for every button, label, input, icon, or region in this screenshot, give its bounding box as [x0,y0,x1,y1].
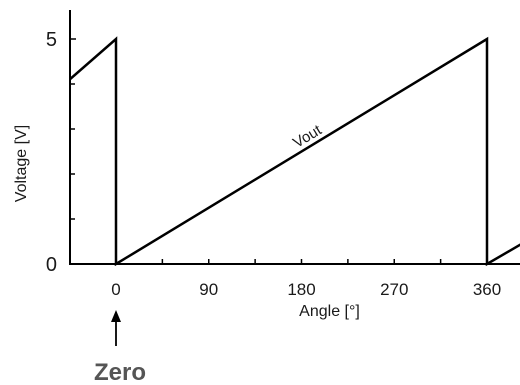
y-tick-label-0: 0 [46,254,57,276]
zero-arrow-head [111,310,121,322]
axes [69,10,520,265]
series-layer [70,36,520,266]
y-axis-title: Voltage [V] [13,125,30,202]
x-tick-label-90: 90 [199,280,218,299]
y-tick-label-5: 5 [46,29,57,51]
x-axis-title: Angle [°] [299,303,360,320]
zero-annotation [111,310,121,346]
x-tick-label-0: 0 [111,280,120,299]
ticks: 0 90 180 270 360 0 5 [46,29,501,299]
x-tick-label-270: 270 [380,280,408,299]
x-tick-label-360: 360 [473,280,501,299]
zero-annotation-label: Zero [94,359,146,385]
series-line-0 [70,36,520,266]
x-tick-label-180: 180 [287,280,315,299]
